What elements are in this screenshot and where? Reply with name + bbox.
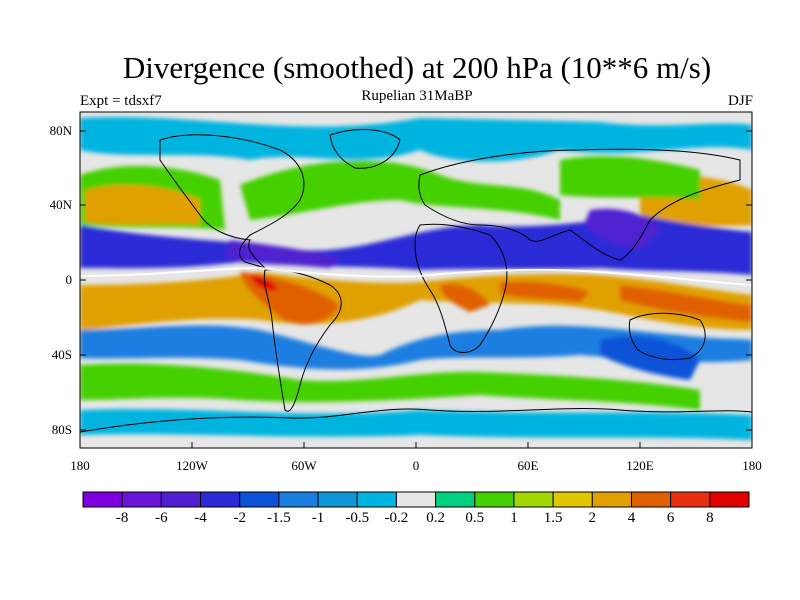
colorbar-swatch: [474, 491, 515, 508]
lon-label-60e: 60E: [517, 458, 539, 473]
lon-label-180w: 180: [70, 458, 90, 473]
colorbar-swatch: [200, 491, 241, 508]
lon-label-180e: 180: [742, 458, 762, 473]
colorbar-label: 0.5: [465, 510, 485, 526]
experiment-label: Expt = tdsxf7: [80, 93, 162, 109]
field-north-green: [240, 160, 560, 220]
africa-outline: [414, 223, 508, 353]
greenland-outline: [329, 129, 401, 169]
field-tropic-deep: [225, 240, 340, 268]
lon-label-0: 0: [412, 458, 420, 473]
lat-ticks: [80, 130, 752, 431]
colorbar-label: -0.5: [345, 510, 370, 526]
colorbar-swatch: [121, 491, 162, 508]
colorbar-label: -6: [155, 510, 168, 526]
australia-outline: [628, 312, 706, 361]
lon-label-120w: 120W: [176, 458, 208, 473]
field-africa-orange: [440, 283, 490, 312]
lat-label-80s: 80S: [51, 422, 72, 437]
colorbar-label: -1: [311, 510, 325, 526]
colorbar-swatch: [591, 491, 632, 508]
field-aus-blue: [600, 336, 700, 380]
colorbar-label: 6: [666, 510, 675, 526]
field-asia-deep: [585, 208, 660, 250]
colorbar-label: 4: [627, 510, 636, 526]
colorbar-label: 1: [510, 510, 518, 526]
colorbar-swatch: [239, 491, 280, 508]
field-north-blue: [80, 117, 752, 162]
zero-contour: [80, 266, 752, 286]
field-io-orange: [500, 281, 590, 302]
field-asia-green: [560, 155, 700, 200]
colorbar-label: 0.2: [426, 510, 445, 526]
colorbar-swatch: [513, 491, 554, 508]
lat-label-40s: 40S: [51, 347, 72, 362]
lon-label-120e: 120E: [626, 458, 654, 473]
colorbar-swatch: [435, 491, 476, 508]
field-na-yellow: [85, 184, 200, 225]
colorbar-label: -1.5: [267, 510, 291, 526]
colorbar-label: 1.5: [543, 510, 563, 526]
antarctica-outline: [80, 408, 752, 433]
colorbar-label: 8: [706, 510, 714, 526]
eurasia-outline: [418, 148, 741, 261]
lat-label-40n: 40N: [49, 197, 72, 212]
south-america-outline: [263, 269, 342, 412]
colorbar-label: -2: [233, 510, 246, 526]
lat-label-0: 0: [65, 272, 73, 287]
colorbar-swatch: [278, 491, 319, 508]
colorbar-swatch: [317, 491, 358, 508]
field-south-green: [80, 363, 700, 410]
north-america-outline: [159, 134, 305, 269]
lon-label-60w: 60W: [291, 458, 317, 473]
colorbar-label: -4: [194, 510, 207, 526]
lat-label-80n: 80N: [49, 123, 72, 138]
colorbar-label: 2: [588, 510, 597, 526]
colorbar-swatch: [552, 491, 593, 508]
field-wp-orange: [620, 285, 752, 322]
colorbar-swatch: [670, 491, 711, 508]
figure-subtitle: Rupelian 31MaBP: [361, 88, 473, 104]
colorbar-swatch: [356, 491, 397, 508]
colorbar-swatch: [82, 491, 123, 508]
figure-title: Divergence (smoothed) at 200 hPa (10**6 …: [122, 50, 712, 85]
colorbar-swatch: [160, 491, 202, 508]
lon-ticks: [79, 442, 753, 448]
colorbar-swatch: [709, 491, 750, 508]
colorbar-label: -8: [115, 510, 129, 526]
colorbar-swatch: [395, 491, 437, 508]
field-sa-red: [250, 275, 278, 291]
colorbar-swatch: [630, 491, 672, 508]
season-label: DJF: [727, 93, 753, 109]
field-south-blue: [80, 325, 752, 370]
colorbar-label: -0.2: [384, 510, 409, 526]
